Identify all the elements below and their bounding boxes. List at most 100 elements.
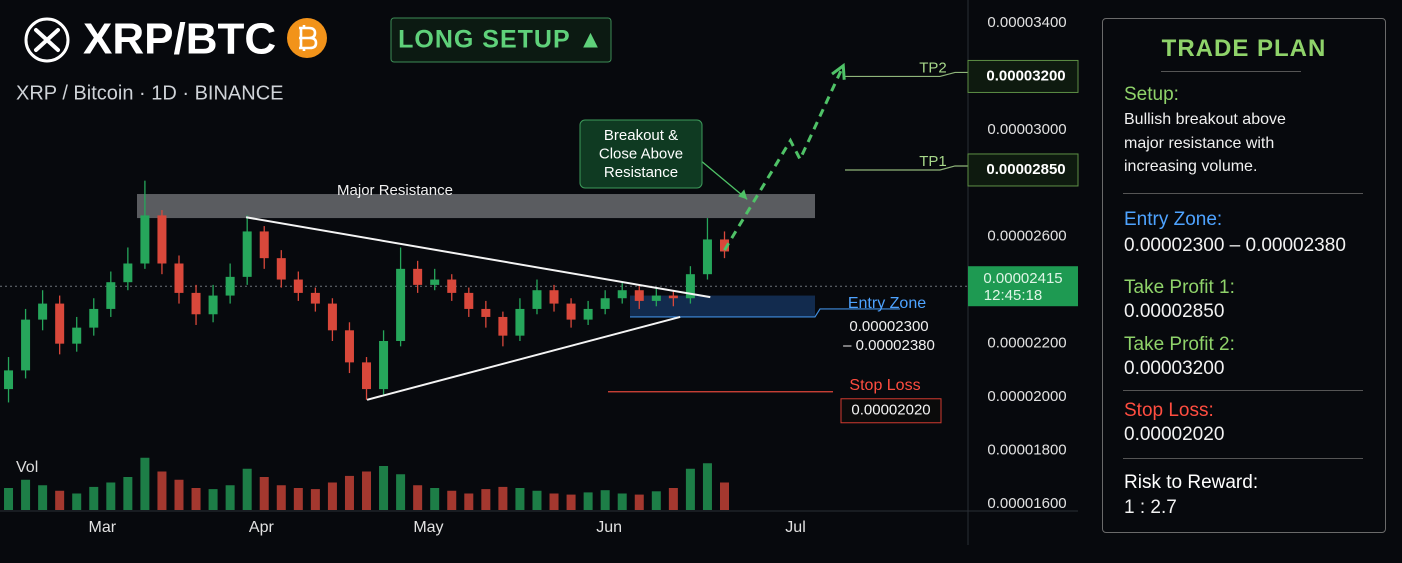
candle-body (600, 298, 610, 309)
separator (1123, 193, 1363, 194)
candle-body (38, 303, 48, 320)
volume-bar (379, 466, 389, 510)
candle-body (72, 327, 82, 344)
volume-bar (702, 463, 712, 510)
candle-body (566, 303, 576, 320)
volume-bar (140, 457, 150, 510)
entry-pointer (630, 308, 900, 318)
candle-body (123, 263, 133, 283)
entry-label: Entry Zone: (1124, 209, 1223, 230)
volume-bar (566, 494, 576, 510)
volume-bar (89, 486, 99, 510)
trendline (366, 315, 681, 401)
target-name: TP1 (919, 153, 947, 170)
callout-pointer (699, 159, 748, 200)
candle-body (549, 290, 559, 304)
btc-icon (287, 18, 327, 58)
volume-bar (634, 494, 644, 510)
volume-bar (191, 488, 201, 510)
subtitle: XRP / Bitcoin · 1D · BINANCE (16, 82, 283, 104)
candle-body (396, 268, 406, 341)
target-line (845, 165, 968, 171)
volume-bar (396, 474, 406, 510)
volume-bar (362, 471, 372, 510)
candle-body (430, 279, 440, 285)
y-tick-label: 0.00003000 (987, 121, 1066, 138)
candle-body (413, 268, 423, 285)
volume-bar (532, 490, 542, 510)
volume-bar (481, 489, 491, 510)
sl-value: 0.00002020 (1124, 424, 1225, 445)
entry-zone-label: Entry Zone (848, 295, 926, 312)
volume-bar (293, 488, 303, 510)
candle-body (106, 282, 116, 309)
volume-bar (617, 493, 627, 510)
trade-plan: TRADE PLAN Setup: Bullish breakout above… (1102, 18, 1386, 533)
candle-body (89, 308, 99, 328)
separator (1123, 458, 1363, 459)
volume-bar (310, 489, 320, 510)
volume-bar (344, 475, 354, 510)
volume-bar (174, 479, 184, 510)
volume-bar (259, 477, 269, 510)
candle-body (362, 362, 372, 390)
candle-body (208, 295, 218, 315)
rr-value: 1 : 2.7 (1124, 497, 1177, 518)
candle-body (532, 290, 542, 309)
volume-bar (208, 489, 218, 510)
candle-body (651, 295, 661, 301)
callout-text: Close Above (599, 145, 683, 162)
projection-arrowhead (831, 62, 846, 80)
entry-value: 0.00002300 – 0.00002380 (1124, 235, 1346, 256)
candle-body (447, 279, 457, 293)
y-tick-label: 0.00001800 (987, 442, 1066, 459)
badge-box (390, 17, 612, 63)
volume-bar (72, 493, 82, 510)
x-tick-label: Mar (89, 519, 117, 536)
callout-arrow (738, 189, 748, 200)
volume-bar (668, 488, 678, 510)
candle-body (668, 295, 678, 299)
candle-body (617, 290, 627, 299)
volume-bar (242, 468, 252, 510)
pair-title: XRP/BTC (83, 15, 276, 64)
entry-zone-value: – 0.00002380 (843, 337, 935, 354)
plot-layer: Major Resistance (0, 180, 968, 510)
target-tag (967, 59, 1079, 93)
candle-body (310, 292, 320, 304)
setup-text: Bullish breakout above major resistance … (1124, 111, 1286, 175)
candle-body (276, 258, 286, 280)
target-line (845, 71, 968, 78)
tp1-value: 0.00002850 (1124, 301, 1225, 322)
volume-bar (21, 479, 31, 510)
callout-text: Resistance (604, 164, 678, 181)
candle-body (174, 263, 184, 293)
target-tag (967, 153, 1079, 187)
volume-bar (600, 490, 610, 510)
volume-bar (515, 488, 525, 510)
candle-body (685, 274, 695, 299)
target-value: 0.00002850 (986, 161, 1065, 178)
resistance-zone (137, 194, 815, 219)
candle-body (242, 231, 252, 277)
candle-body (464, 292, 474, 309)
volume-label: Vol (16, 459, 38, 476)
volume-bar (720, 482, 729, 510)
projection-path (723, 65, 845, 251)
volume-bar (327, 482, 337, 510)
rr-label: Risk to Reward: (1124, 472, 1259, 493)
stop-loss-box (840, 398, 942, 424)
x-tick-label: Jul (785, 519, 805, 536)
stop-loss-value: 0.00002020 (851, 402, 930, 419)
resistance-label: Major Resistance (337, 182, 453, 199)
target-name: TP2 (919, 59, 947, 76)
sl-label: Stop Loss: (1124, 400, 1214, 421)
separator (1123, 390, 1363, 391)
x-tick-label: May (413, 519, 443, 536)
tp1-label: Take Profit 1: (1124, 277, 1235, 298)
current-price-time: 12:45:18 (984, 287, 1042, 304)
volume-bar (413, 485, 423, 510)
y-tick-label: 0.00003400 (987, 14, 1066, 31)
